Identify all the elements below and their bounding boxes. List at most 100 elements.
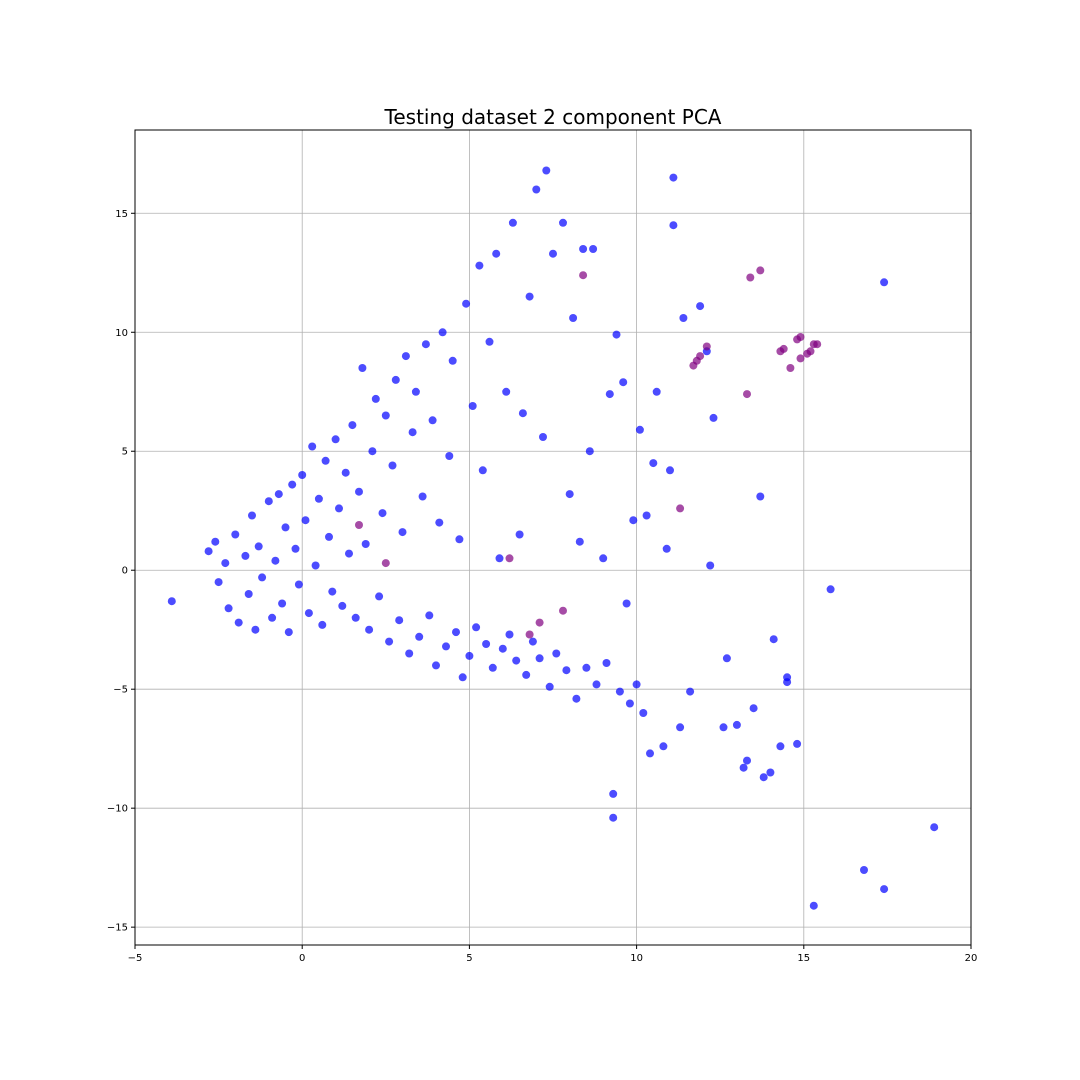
scatter-point: [355, 487, 363, 496]
scatter-point: [579, 245, 588, 253]
scatter-point: [462, 299, 471, 308]
scatter-point: [224, 604, 233, 613]
scatter-point: [338, 601, 347, 610]
scatter-point: [732, 720, 741, 729]
scatter-point: [532, 185, 541, 194]
scatter-point: [806, 347, 815, 356]
scatter-point: [311, 561, 320, 570]
y-tick-label: 10: [115, 328, 128, 339]
scatter-point: [314, 494, 323, 503]
plot-frame: [134, 129, 972, 946]
scatter-point: [251, 625, 260, 634]
scatter-point: [809, 901, 818, 910]
scatter-point: [559, 606, 567, 615]
scatter-point: [609, 813, 618, 822]
scatter-point: [679, 314, 688, 322]
scatter-point: [485, 337, 494, 346]
scatter-point: [522, 670, 531, 679]
scatter-point: [304, 609, 313, 618]
scatter-point: [652, 387, 661, 396]
x-tick-label: 20: [965, 953, 978, 964]
scatter-point: [722, 654, 731, 663]
scatter-point: [465, 651, 474, 660]
x-tick-label: 5: [466, 953, 472, 964]
scatter-point: [579, 271, 588, 280]
scatter-point: [559, 218, 567, 227]
scatter-point: [381, 559, 390, 568]
scatter-point: [345, 549, 353, 558]
scatter-point: [438, 328, 447, 337]
scatter-point: [358, 364, 367, 372]
scatter-point: [284, 628, 293, 637]
scatter-point: [766, 768, 775, 777]
scatter-point: [930, 823, 939, 832]
scatter-point: [204, 547, 213, 556]
scatter-point: [221, 559, 230, 568]
scatter-point: [415, 632, 424, 641]
scatter-point: [244, 590, 253, 598]
scatter-point: [549, 249, 557, 258]
scatter-point: [776, 742, 785, 751]
scatter-point: [472, 623, 481, 632]
scatter-point: [535, 618, 544, 627]
scatter-point: [288, 480, 297, 489]
scatter-point: [609, 789, 618, 798]
scatter-point: [248, 511, 256, 520]
scatter-point: [405, 649, 414, 658]
scatter-point: [642, 511, 651, 520]
scatter-point: [502, 387, 511, 396]
scatter-point: [669, 221, 678, 230]
scatter-point: [696, 352, 705, 361]
scatter-point: [813, 340, 822, 349]
scatter-point: [361, 540, 370, 548]
scatter-point: [425, 611, 434, 620]
scatter-point: [662, 544, 671, 553]
scatter-point: [649, 459, 658, 468]
scatter-point: [575, 537, 584, 546]
scatter-point: [599, 554, 608, 563]
scatter-point: [749, 704, 758, 713]
scatter-point: [167, 597, 176, 606]
scatter-point: [271, 556, 280, 565]
scatter-point: [411, 387, 420, 396]
scatter-point: [632, 680, 641, 689]
scatter-point: [585, 447, 594, 456]
x-tick-label: −5: [128, 953, 143, 964]
scatter-point: [756, 266, 765, 275]
scatter-point: [281, 523, 290, 532]
scatter-point: [442, 642, 450, 651]
scatter-point: [512, 656, 521, 665]
scatter-point: [552, 649, 561, 658]
y-tick-label: −15: [107, 923, 128, 934]
scatter-point: [348, 421, 357, 430]
scatter-point: [328, 587, 337, 596]
scatter-point: [381, 411, 390, 420]
scatter-point: [756, 492, 765, 501]
scatter-point: [278, 599, 287, 608]
scatter-point: [739, 763, 748, 772]
scatter-point: [565, 490, 574, 499]
scatter-point: [321, 456, 330, 465]
scatter-point: [759, 773, 768, 782]
scatter-point: [542, 166, 551, 175]
scatter-point: [562, 666, 571, 675]
scatter-point: [569, 314, 578, 322]
scatter-point: [435, 518, 444, 527]
scatter-point: [211, 537, 220, 546]
scatter-point: [686, 687, 695, 696]
scatter-point: [602, 659, 611, 667]
scatter-point: [702, 342, 711, 351]
scatter-point: [625, 699, 634, 708]
scatter-point: [639, 709, 648, 717]
scatter-point: [421, 340, 430, 349]
chart-title: Testing dataset 2 component PCA: [384, 105, 722, 129]
scatter-point: [709, 413, 718, 422]
scatter-point: [515, 530, 524, 539]
scatter-point: [482, 640, 491, 648]
x-axis: −5 0 5 10 15 20: [128, 945, 978, 964]
scatter-point: [676, 504, 685, 513]
scatter-point: [743, 390, 751, 399]
scatter-point: [498, 644, 507, 653]
scatter-point: [445, 452, 454, 460]
scatter-point: [860, 866, 868, 874]
